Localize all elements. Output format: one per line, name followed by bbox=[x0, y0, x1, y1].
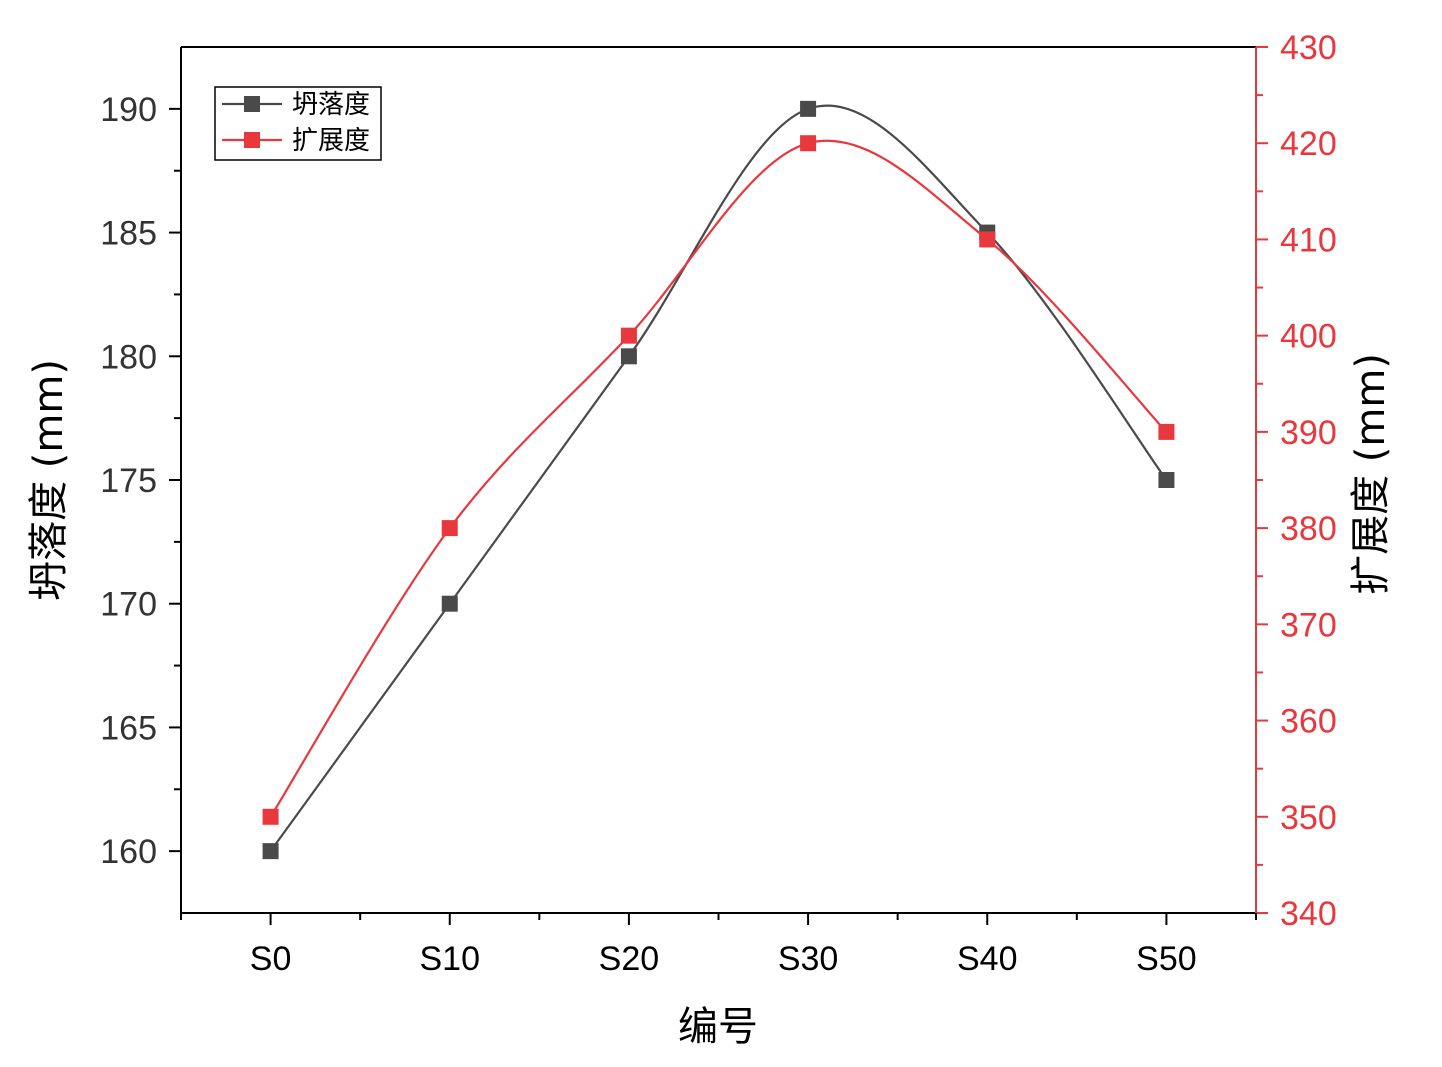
x-tick-label: S0 bbox=[250, 940, 292, 978]
series-1-marker bbox=[441, 595, 458, 612]
x-tick-label: S50 bbox=[1136, 940, 1197, 978]
series-2-marker bbox=[620, 327, 637, 344]
right-tick-label: 400 bbox=[1280, 318, 1337, 356]
x-axis: S0 S10 S20 S30 S40 S50 bbox=[180, 913, 1257, 978]
right-y-axis: 340 350 360 370 380 390 400 410 420 430 bbox=[1255, 29, 1337, 933]
right-tick-label: 420 bbox=[1280, 125, 1337, 163]
series-2-marker bbox=[262, 808, 279, 825]
left-y-axis-title: 坍落度 (mm) bbox=[26, 359, 72, 601]
legend-box bbox=[214, 86, 382, 161]
series-2-marker bbox=[979, 231, 996, 248]
left-tick-label: 180 bbox=[100, 338, 157, 376]
x-tick-label: S40 bbox=[957, 940, 1018, 978]
left-y-axis: 160 165 170 175 180 185 190 bbox=[100, 47, 182, 913]
legend-marker bbox=[244, 132, 260, 148]
x-tick-label: S10 bbox=[420, 940, 481, 978]
plot-frame bbox=[181, 46, 1256, 914]
right-y-axis-title: 扩展度 (mm) bbox=[1348, 353, 1394, 595]
left-tick-label: 165 bbox=[100, 709, 157, 747]
series-2-marker bbox=[1158, 423, 1175, 440]
right-tick-label: 360 bbox=[1280, 703, 1337, 741]
series-1-marker bbox=[1158, 472, 1175, 488]
series-line-2 bbox=[269, 139, 1168, 818]
left-tick-label: 185 bbox=[100, 215, 157, 253]
x-axis-title: 编号 bbox=[678, 1004, 758, 1050]
legend-label: 坍落度 bbox=[292, 90, 370, 120]
series-2-marker bbox=[800, 135, 817, 152]
legend-marker bbox=[244, 96, 260, 112]
legend-label: 扩展度 bbox=[292, 126, 370, 156]
x-tick-label: S30 bbox=[778, 940, 839, 978]
right-tick-label: 410 bbox=[1280, 221, 1337, 259]
right-tick-label: 340 bbox=[1280, 895, 1337, 933]
right-tick-label: 380 bbox=[1280, 510, 1337, 548]
series-line-1 bbox=[269, 104, 1168, 852]
series-layer bbox=[262, 100, 1175, 860]
series-1-marker bbox=[262, 843, 279, 860]
left-tick-label: 190 bbox=[100, 91, 157, 129]
series-2-marker bbox=[441, 520, 458, 537]
left-tick-label: 170 bbox=[100, 586, 157, 624]
right-tick-label: 430 bbox=[1280, 29, 1337, 67]
right-tick-label: 390 bbox=[1280, 414, 1337, 452]
left-tick-label: 175 bbox=[100, 462, 157, 500]
left-tick-label: 160 bbox=[100, 833, 157, 871]
right-tick-label: 370 bbox=[1280, 606, 1337, 644]
x-tick-label: S20 bbox=[599, 940, 660, 978]
series-1-marker bbox=[800, 100, 817, 117]
right-tick-label: 350 bbox=[1280, 799, 1337, 837]
series-1-marker bbox=[620, 348, 637, 365]
